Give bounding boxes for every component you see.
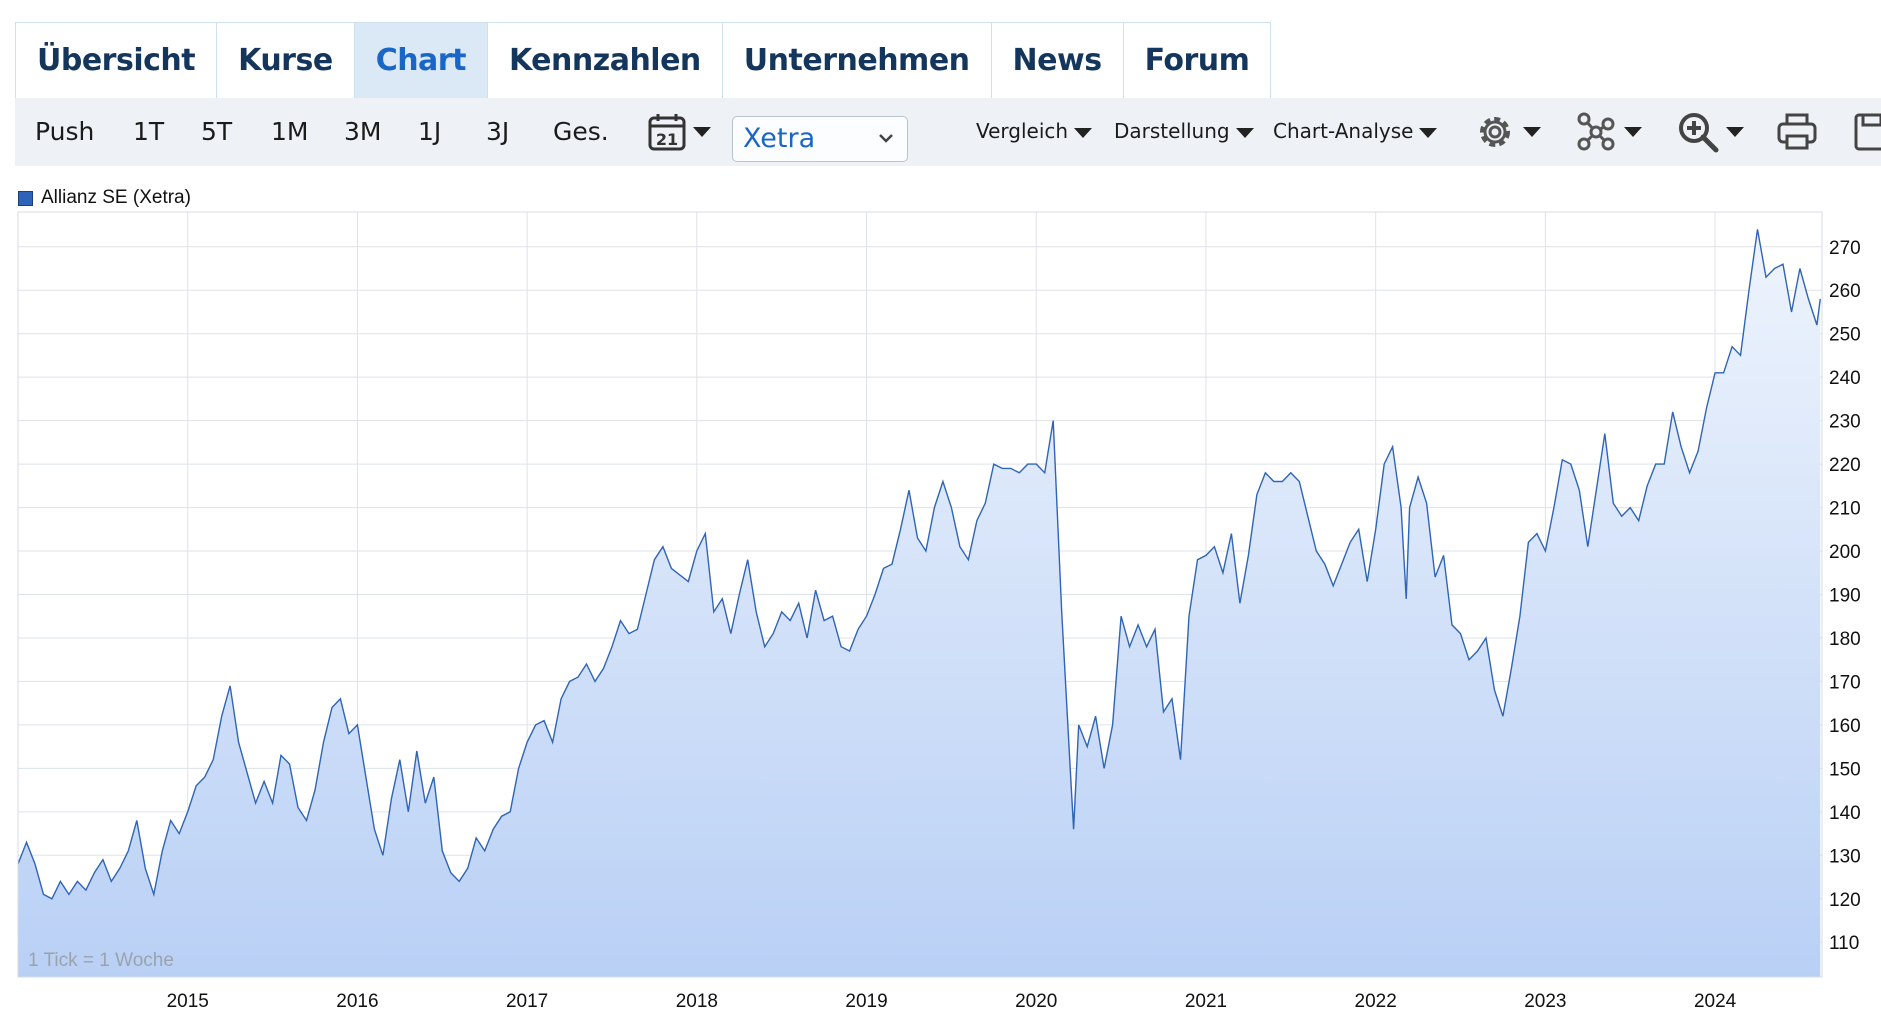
range-5t-button[interactable]: 5T xyxy=(201,117,233,146)
range-1j-button[interactable]: 1J xyxy=(418,117,442,146)
indicator-network-icon xyxy=(1577,112,1615,151)
y-tick-label: 210 xyxy=(1829,499,1861,520)
caret-down-icon xyxy=(1523,127,1541,137)
vergleich-dropdown[interactable]: Vergleich xyxy=(976,98,1093,166)
tab-news[interactable]: News xyxy=(992,23,1124,98)
x-tick-label: 2016 xyxy=(336,991,378,1012)
tab-bar: Übersicht Kurse Chart Kennzahlen Unterne… xyxy=(15,22,1272,112)
chart-analyse-dropdown[interactable]: Chart-Analyse xyxy=(1273,98,1438,166)
y-tick-label: 190 xyxy=(1829,586,1861,607)
y-tick-label: 260 xyxy=(1829,281,1861,302)
range-3m-button[interactable]: 3M xyxy=(344,117,382,146)
calendar-caret-icon xyxy=(693,127,711,137)
gear-icon xyxy=(1480,117,1510,147)
save-button[interactable] xyxy=(1853,108,1881,156)
range-3j-button[interactable]: 3J xyxy=(486,117,510,146)
exchange-select-value: Xetra xyxy=(743,123,816,154)
legend-swatch xyxy=(18,190,33,206)
x-tick-label: 2017 xyxy=(506,991,548,1012)
chart-toolbar: Push 1T 5T 1M 3M 1J 3J Ges. 21 Xetra Ver… xyxy=(15,98,1881,166)
zoom-in-icon xyxy=(1679,113,1719,153)
tab-kurse[interactable]: Kurse xyxy=(217,23,355,98)
caret-down-icon xyxy=(1624,127,1642,137)
calendar-button[interactable]: 21 xyxy=(647,108,711,156)
legend-label: Allianz SE (Xetra) xyxy=(41,187,191,208)
y-tick-label: 140 xyxy=(1829,803,1861,824)
y-tick-label: 110 xyxy=(1829,933,1859,954)
caret-down-icon xyxy=(1235,127,1254,138)
svg-text:21: 21 xyxy=(656,130,678,149)
range-ges-button[interactable]: Ges. xyxy=(553,117,609,146)
tab-forum[interactable]: Forum xyxy=(1144,43,1250,78)
tick-interval-note: 1 Tick = 1 Woche xyxy=(28,950,174,971)
x-tick-label: 2019 xyxy=(845,991,887,1012)
tab-kennzahlen[interactable]: Kennzahlen xyxy=(488,23,723,98)
x-axis: 2015 2016 2017 2018 2019 2020 2021 2022 2023 2024 xyxy=(167,991,1737,1012)
chevron-down-icon xyxy=(879,134,893,143)
chart-legend: Allianz SE (Xetra) xyxy=(18,187,191,209)
y-tick-label: 200 xyxy=(1829,542,1861,563)
x-tick-label: 2020 xyxy=(1015,991,1057,1012)
darstellung-dropdown[interactable]: Darstellung xyxy=(1114,98,1254,166)
y-tick-label: 180 xyxy=(1829,629,1861,650)
y-tick-label: 150 xyxy=(1829,759,1861,780)
range-1m-button[interactable]: 1M xyxy=(271,117,309,146)
print-icon xyxy=(1777,113,1817,150)
y-axis: 110 120 130 140 150 160 170 180 190 200 210 220 230 2… xyxy=(1829,238,1861,954)
x-tick-label: 2018 xyxy=(676,991,718,1012)
plot-frame xyxy=(17,211,1823,978)
y-tick-label: 160 xyxy=(1829,716,1861,737)
caret-down-icon xyxy=(1074,127,1093,138)
indicators-button[interactable] xyxy=(1574,108,1642,156)
tab-uebersicht[interactable]: Übersicht xyxy=(16,23,218,98)
range-push-button[interactable]: Push xyxy=(35,117,95,146)
x-tick-label: 2023 xyxy=(1524,991,1566,1012)
price-area xyxy=(18,229,1821,977)
price-line xyxy=(17,229,1821,900)
y-tick-label: 240 xyxy=(1829,368,1861,389)
x-tick-label: 2022 xyxy=(1355,991,1397,1012)
save-icon xyxy=(1854,113,1881,151)
calendar-icon: 21 xyxy=(648,114,686,151)
tab-chart[interactable]: Chart xyxy=(354,23,488,112)
y-tick-label: 170 xyxy=(1829,672,1861,693)
tab-unternehmen[interactable]: Unternehmen xyxy=(723,23,992,98)
y-tick-label: 120 xyxy=(1829,890,1861,911)
exchange-select[interactable]: Xetra xyxy=(732,116,908,162)
x-tick-label: 2015 xyxy=(167,991,209,1012)
y-tick-label: 250 xyxy=(1829,325,1861,346)
y-tick-label: 130 xyxy=(1829,846,1861,867)
zoom-button[interactable] xyxy=(1676,108,1744,156)
caret-down-icon xyxy=(1726,127,1744,137)
range-1t-button[interactable]: 1T xyxy=(133,117,165,146)
y-tick-label: 220 xyxy=(1829,455,1861,476)
settings-button[interactable] xyxy=(1473,108,1541,156)
y-tick-label: 230 xyxy=(1829,412,1861,433)
caret-down-icon xyxy=(1419,127,1438,138)
x-tick-label: 2021 xyxy=(1185,991,1227,1012)
x-tick-label: 2024 xyxy=(1694,991,1737,1012)
y-tick-label: 270 xyxy=(1829,238,1861,259)
print-button[interactable] xyxy=(1775,108,1819,156)
